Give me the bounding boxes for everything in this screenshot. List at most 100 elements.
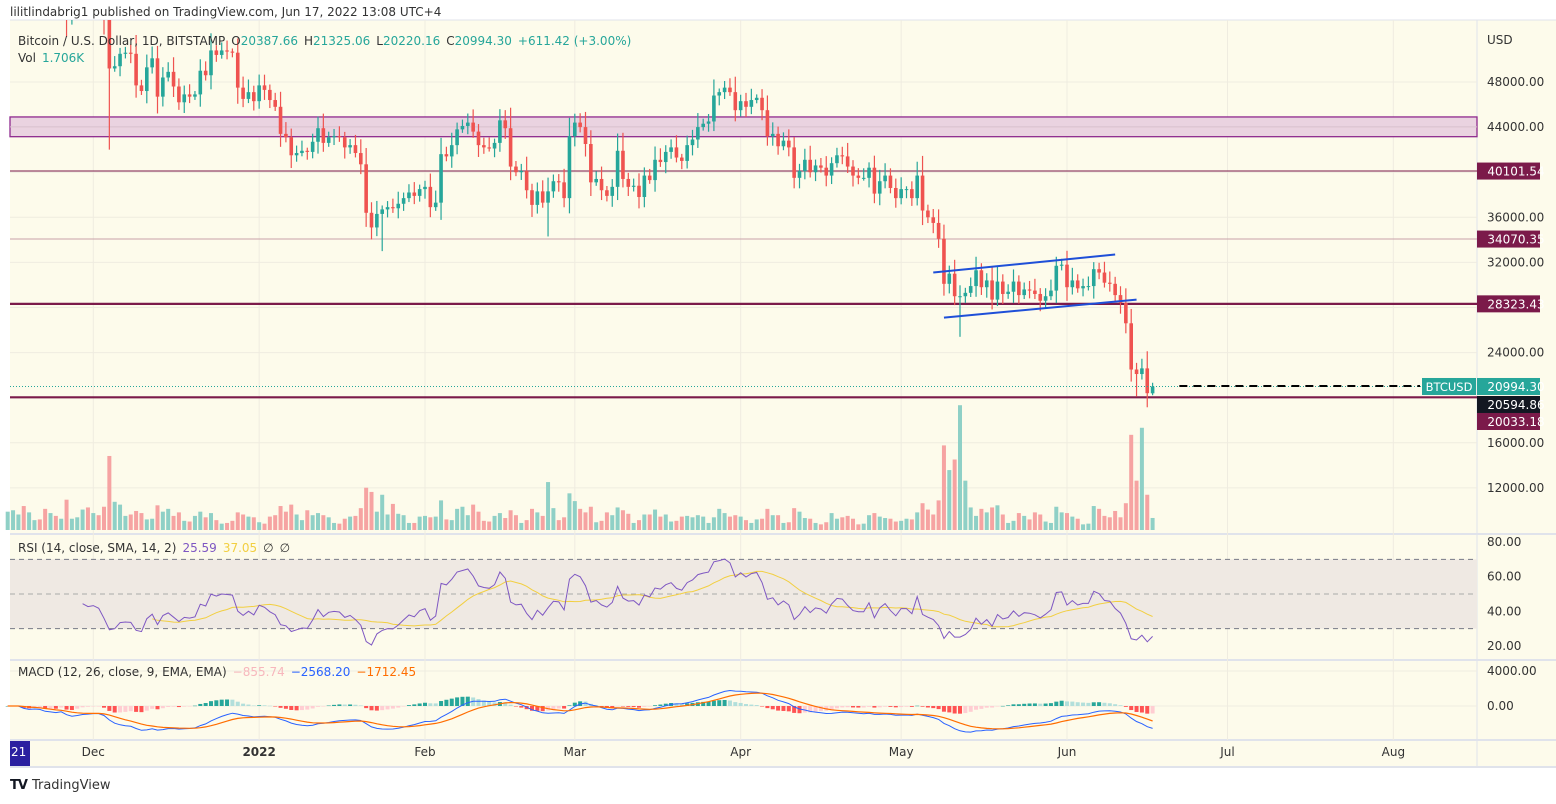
volume-bar	[59, 518, 64, 530]
macd-histogram-bar	[96, 706, 101, 707]
candle-body	[712, 95, 716, 122]
time-axis-cursor-badge	[10, 741, 30, 766]
macd-histogram-bar	[958, 706, 962, 714]
candle-body	[187, 94, 192, 97]
macd-histogram-bar	[706, 701, 711, 706]
candle-body	[856, 175, 861, 178]
candle-body	[984, 280, 989, 288]
macd-histogram-bar	[936, 706, 941, 710]
candle-body	[492, 142, 497, 149]
volume-bar	[562, 517, 567, 530]
candle-body	[289, 137, 294, 156]
volume-bar	[588, 506, 593, 530]
candle-body	[1134, 369, 1139, 375]
macd-histogram	[5, 696, 1155, 714]
chart-canvas[interactable]: 21 Dec 2022 Feb Mar Apr May Jun Jul Aug USD 48000.0…	[0, 0, 1556, 770]
macd-histogram-bar	[845, 706, 850, 708]
volume-bar	[492, 515, 497, 530]
candle-body	[439, 154, 443, 203]
volume-bar	[631, 522, 636, 530]
candle-body	[294, 153, 299, 156]
candle-body	[546, 191, 550, 203]
symbol-legend: Bitcoin / U.S. Dollar, 1D, BITSTAMP O2038…	[18, 34, 632, 48]
volume-bar	[792, 508, 797, 530]
volume-bar	[706, 522, 711, 530]
volume-bar	[96, 515, 101, 530]
volume-bar	[209, 513, 213, 530]
candle-body	[514, 166, 518, 173]
candle-body	[744, 101, 748, 107]
macd-histogram-bar	[390, 706, 395, 709]
candle-body	[599, 178, 604, 191]
macd-histogram-bar	[321, 706, 326, 707]
time-axis-label: Jun	[1057, 745, 1077, 759]
last-price-tag: 20994.30	[1487, 380, 1544, 394]
candle-body	[487, 147, 491, 149]
macd-histogram-bar	[53, 706, 58, 709]
volume-bar	[765, 508, 770, 530]
macd-histogram-bar	[166, 706, 171, 708]
macd-histogram-bar	[963, 706, 968, 714]
macd-histogram-bar	[947, 706, 952, 713]
macd-histogram-bar	[332, 704, 337, 706]
macd-histogram-bar	[32, 706, 37, 708]
volume-bar	[16, 514, 21, 530]
volume-bar	[610, 515, 615, 530]
tradingview-logo[interactable]: TV TradingView	[10, 778, 111, 793]
macd-histogram-bar	[225, 699, 230, 706]
macd-histogram-bar	[112, 706, 117, 713]
macd-histogram-bar	[460, 696, 465, 706]
candle-body	[1011, 281, 1016, 292]
volume-bar	[401, 515, 406, 530]
candle-body	[225, 50, 229, 52]
candle-body	[498, 120, 502, 143]
candle-body	[851, 166, 855, 176]
macd-histogram-bar	[909, 706, 914, 707]
volume-legend: Vol 1.706K	[18, 51, 85, 65]
macd-histogram-bar	[920, 706, 925, 707]
rsi-axis-label: 80.00	[1487, 535, 1521, 549]
volume-bar	[744, 520, 748, 530]
macd-histogram-bar	[412, 704, 417, 706]
macd-histogram-bar	[176, 706, 181, 708]
rsi-title[interactable]: RSI (14, close, SMA, 14, 2)	[18, 541, 177, 555]
volume-bar	[1000, 514, 1005, 530]
volume-bar	[273, 515, 278, 530]
level-price-tag: 34070.35	[1487, 233, 1544, 247]
volume-bar	[845, 515, 850, 530]
volume-bar	[679, 516, 684, 530]
rsi-axis-label: 40.00	[1487, 604, 1521, 618]
macd-histogram-bar	[551, 706, 556, 710]
time-axis-label: Jul	[1219, 745, 1234, 759]
candle-body	[728, 87, 732, 93]
candle-body	[754, 97, 759, 101]
volume-bar	[337, 523, 342, 530]
macd-histogram-bar	[246, 704, 251, 706]
volume-bar	[444, 519, 449, 530]
volume-bar	[316, 513, 320, 530]
macd-histogram-bar	[1032, 703, 1037, 706]
macd-histogram-bar	[1113, 704, 1118, 706]
macd-histogram-bar	[160, 706, 165, 709]
volume-bar	[251, 517, 256, 530]
macd-histogram-bar	[840, 706, 845, 708]
candle-body	[230, 51, 235, 53]
candle-body	[995, 281, 1000, 300]
symbol-title[interactable]: Bitcoin / U.S. Dollar, 1D, BITSTAMP	[18, 34, 226, 48]
candle-body	[631, 185, 636, 187]
macd-title[interactable]: MACD (12, 26, close, 9, EMA, EMA)	[18, 665, 227, 679]
volume-bar	[872, 513, 877, 530]
macd-histogram-bar	[219, 699, 224, 706]
macd-histogram-bar	[701, 701, 706, 706]
volume-bar	[128, 514, 133, 530]
candle-body	[894, 187, 898, 199]
volume-bar	[701, 516, 706, 530]
volume-bar	[1118, 517, 1123, 530]
volume-bar	[1134, 480, 1139, 530]
volume-bar	[695, 515, 700, 530]
price-axis-label: 48000.00	[1487, 75, 1544, 89]
macd-axis-label: 0.00	[1487, 699, 1514, 713]
macd-histogram-bar	[872, 706, 877, 708]
candle-body	[920, 175, 925, 211]
support-price-tag-bg	[1477, 412, 1540, 430]
